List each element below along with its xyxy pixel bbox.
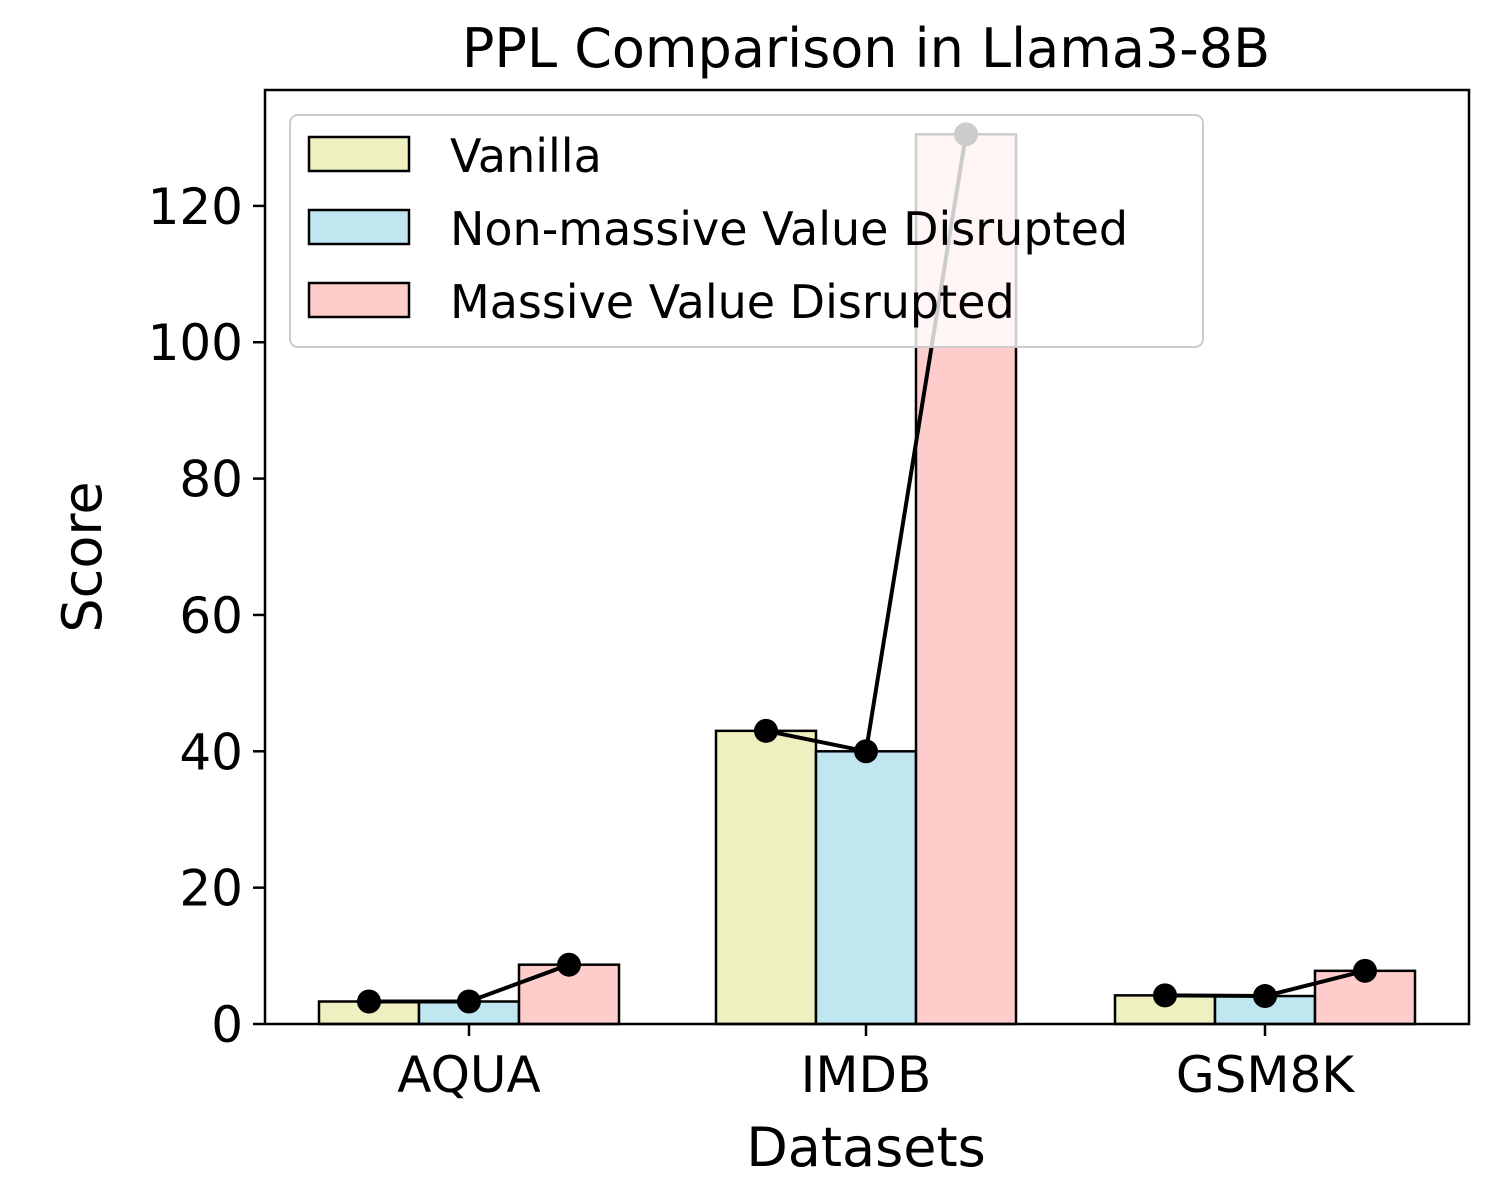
marker-imdb-series-1 [854,739,878,764]
y-tick-label-20: 20 [179,860,243,918]
legend-swatch-series-0 [307,135,411,173]
marker-imdb-series-0 [754,718,778,743]
x-tick-label-imdb: IMDB [801,1046,932,1104]
y-tick-label-40: 40 [179,723,243,781]
x-axis-label: Datasets [746,1116,986,1178]
legend-swatch-series-1 [307,208,411,246]
bar-imdb-series-0 [714,729,818,1026]
legend-swatch-series-2 [307,281,411,319]
marker-aqua-series-2 [557,952,581,977]
legend-label-series-1: Non-massive Value Disrupted [450,202,1128,256]
legend-label-series-0: Vanilla [450,129,602,183]
marker-aqua-series-1 [457,989,481,1014]
y-tick-label-80: 80 [179,451,243,509]
y-tick-label-100: 100 [148,314,243,372]
bar-imdb-series-1 [814,750,918,1026]
legend: Vanilla Non-massive Value Disrupted Massiv… [289,114,1204,348]
legend-box [289,114,1204,348]
legend-label-series-2: Massive Value Disrupted [450,275,1015,329]
chart-title: PPL Comparison in Llama3-8B [462,17,1270,80]
y-tick-label-120: 120 [148,178,243,236]
marker-gsm8k-series-2 [1353,958,1377,983]
marker-aqua-series-0 [357,989,381,1014]
y-tick-label-0: 0 [211,996,243,1054]
y-axis-label: Score [51,481,114,632]
axes-layer: 0 20 40 60 80 100 120 AQUA IMDB GSM8K [148,88,1471,1104]
marker-gsm8k-series-1 [1253,984,1277,1009]
x-tick-label-gsm8k: GSM8K [1176,1046,1355,1104]
y-tick-label-60: 60 [179,587,243,645]
x-tick-label-aqua: AQUA [397,1046,540,1104]
marker-gsm8k-series-0 [1153,983,1177,1008]
